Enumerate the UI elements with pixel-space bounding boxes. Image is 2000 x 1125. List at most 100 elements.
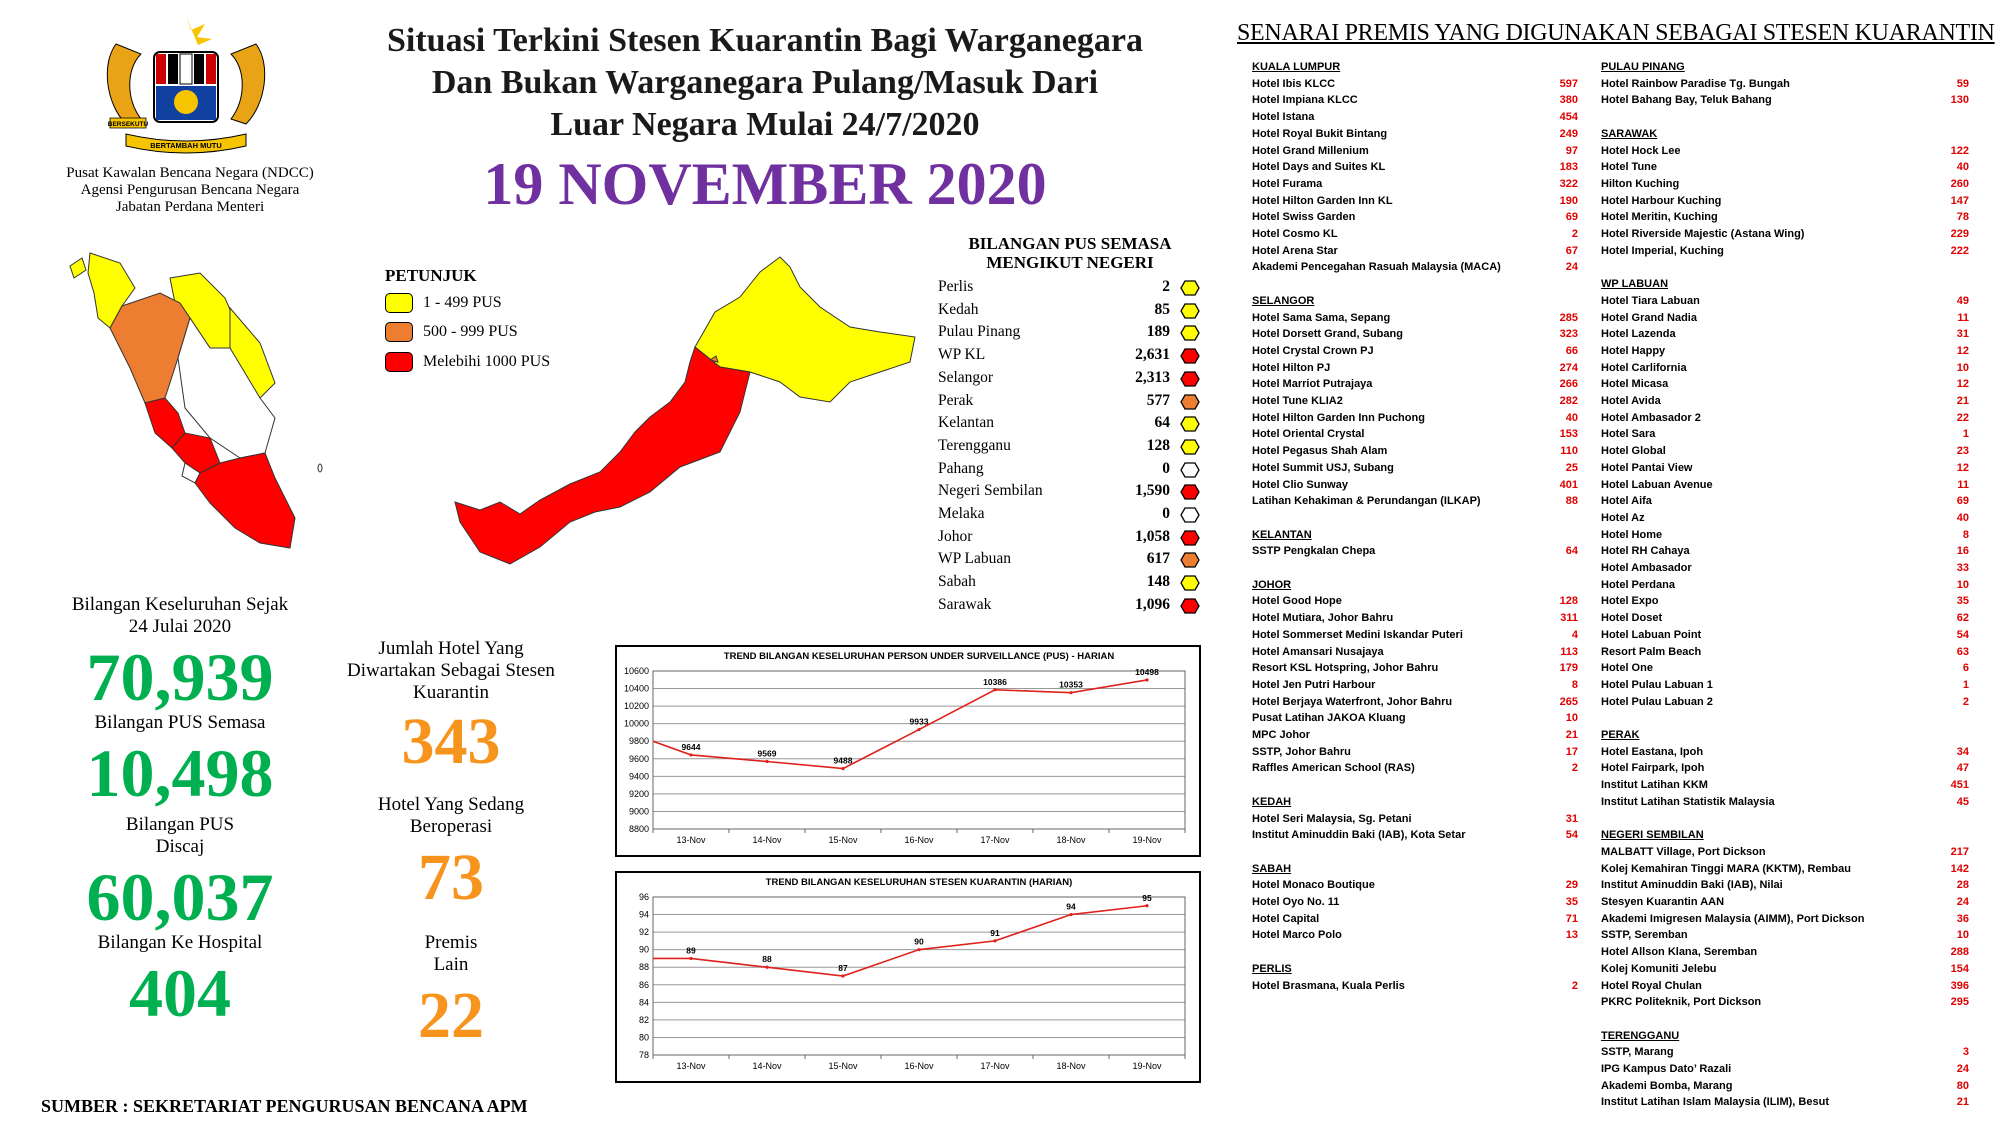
hexagon-indicator-icon [1180,507,1200,523]
data-point [689,956,693,961]
premises-count: 10 [1956,929,1969,942]
premises-list-item: Hotel RH Cahaya 16 [1601,543,1969,560]
label-line: Bilangan PUS [125,814,235,835]
total-value: 70,939 [86,639,274,715]
state-name: WP Labuan [938,550,1012,568]
premises-count: 45 [1956,795,1969,808]
x-tick-label: 14-Nov [752,835,782,845]
hexagon-indicator-icon [1180,484,1200,500]
premises-list-item: Hotel Swiss Garden 69 [1252,209,1578,226]
label-line: Lain [433,954,469,975]
premises-name: Hotel Perdana [1601,578,1675,591]
states-table-title: BILANGAN PUS SEMASA MENGIKUT NEGERI [940,234,1200,272]
premises-list-item: Hotel Doset 62 [1601,610,1969,627]
hotels-value: 343 [401,705,501,778]
hexagon-indicator-icon [1180,598,1200,614]
agency-line: Jabatan Perdana Menteri [115,199,265,215]
premises-list-item: Hotel Pantai View 12 [1601,460,1969,477]
premises-name: Hotel Dorsett Grand, Subang [1252,328,1403,341]
state-row: Pahang 0 [938,458,1200,481]
premises-count: 122 [1950,144,1969,157]
premises-count: 13 [1565,929,1578,942]
premises-list-item: Hotel Berjaya Waterfront, Johor Bahru 265 [1252,694,1578,711]
premises-list-item: SSTP Pengkalan Chepa 64 [1252,543,1578,560]
premises-section-heading: SARAWAK [1601,127,1658,140]
state-name: Johor [938,527,973,545]
premises-count: 113 [1560,645,1578,658]
state-name: Perlis [938,278,974,295]
premises-count: 35 [1565,896,1578,908]
premises-count: 67 [1565,244,1578,257]
east-malaysia-map [450,252,920,577]
premises-list-item: Hotel Meritin, Kuching 78 [1601,209,1969,226]
premises-name: Hotel Grand Millenium [1252,144,1369,157]
data-label: 9569 [758,748,777,758]
hexagon-indicator-icon [1180,575,1200,591]
hexagon-indicator-icon [1180,530,1200,546]
station-trend-chart-svg: TREND BILANGAN KESELURUHAN STESEN KUARAN… [639,877,1186,1071]
premises-name: SSTP, Marang [1601,1046,1674,1059]
state-name: Kelantan [938,414,994,432]
total-label: Bilangan Keseluruhan Sejak 24 Julai 2020 [40,594,320,638]
premises-count: 110 [1560,445,1578,458]
premises-name: Hotel Sama Sama, Sepang [1252,311,1391,324]
map-state-johor [194,452,296,549]
data-point [1069,691,1073,695]
premises-count: 40 [1956,161,1969,174]
premises-list-item: Hotel Fairpark, Ipoh 47 [1601,760,1969,777]
title-line: Situasi Terkini Stesen Kuarantin Bagi Wa… [386,22,1143,59]
premises-name: Akademi Pencegahan Rasuah Malaysia (MACA… [1252,261,1501,274]
hotels-label: Jumlah Hotel Yang Diwartakan Sebagai Ste… [331,638,571,704]
y-tick-label: 94 [639,910,649,920]
premises-count: 66 [1565,344,1578,357]
x-tick-label: 17-Nov [980,835,1010,845]
legend-swatch-yellow [385,293,413,313]
premises-count: 142 [1950,862,1969,875]
mid-stats: Jumlah Hotel Yang Diwartakan Sebagai Ste… [331,638,571,1050]
premises-section-heading: KELANTAN [1252,528,1312,541]
premises-count: 274 [1559,361,1578,374]
premises-name: Hotel Hilton PJ [1252,361,1331,374]
premises-name: Hotel Royal Bukit Bintang [1252,127,1388,140]
series-line [652,679,1148,770]
premises-section-heading: PERAK [1601,729,1640,741]
legend-item: Melebihi 1000 PUS [385,352,550,372]
premises-list-item: Hotel Ambasador 33 [1601,560,1969,577]
x-tick-label: 18-Nov [1056,835,1086,845]
y-tick-label: 9800 [629,736,649,746]
premises-count: 16 [1956,545,1969,558]
state-row: Perak 577 [938,390,1200,413]
premises-count: 22 [1956,411,1969,424]
x-tick-label: 14-Nov [752,1061,782,1071]
hexagon-indicator-icon [1180,348,1200,364]
state-name: WP KL [938,346,986,364]
premises-count: 8 [1962,528,1969,541]
label-line: Bilangan Keseluruhan Sejak [71,594,289,615]
premises-list-item: Kolej Komuniti Jelebu 154 [1601,961,1969,978]
premises-count: 33 [1956,562,1969,574]
premises-list-item: Hotel Harbour Kuching 147 [1601,193,1969,210]
state-row: WP KL 2,631 [938,344,1200,367]
x-tick-label: 16-Nov [904,1061,934,1071]
premises-list-item: Hotel Marriot Putrajaya 266 [1252,376,1578,393]
premises-name: Hotel Sara [1601,428,1656,441]
premises-name: Hotel Labuan Avenue [1601,478,1713,491]
premises-count: 23 [1956,445,1969,458]
premises-name: Raffles American School (RAS) [1252,762,1415,775]
premises-count: 54 [1565,829,1578,842]
premises-section-heading: SELANGOR [1252,294,1315,307]
premises-count: 97 [1565,144,1578,157]
premises-name: Hotel Sommerset Medini Iskandar Puteri [1252,628,1463,641]
premises-list-item: Hotel Labuan Point 54 [1601,627,1969,644]
premises-list-item: Hotel Grand Millenium 97 [1252,143,1578,160]
state-value: 128 [1146,436,1170,454]
y-tick-label: 10600 [624,666,649,676]
premises-name: Hotel Doset [1601,612,1663,625]
premises-count: 47 [1956,762,1969,775]
data-point [1145,678,1149,682]
state-value: 148 [1146,573,1170,591]
premises-list-item: Kolej Kemahiran Tinggi MARA (KKTM), Remb… [1601,861,1969,878]
hexagon-indicator-icon [1180,325,1200,342]
state-row: Sabah 148 [938,571,1200,594]
premises-count: 154 [1950,962,1969,975]
